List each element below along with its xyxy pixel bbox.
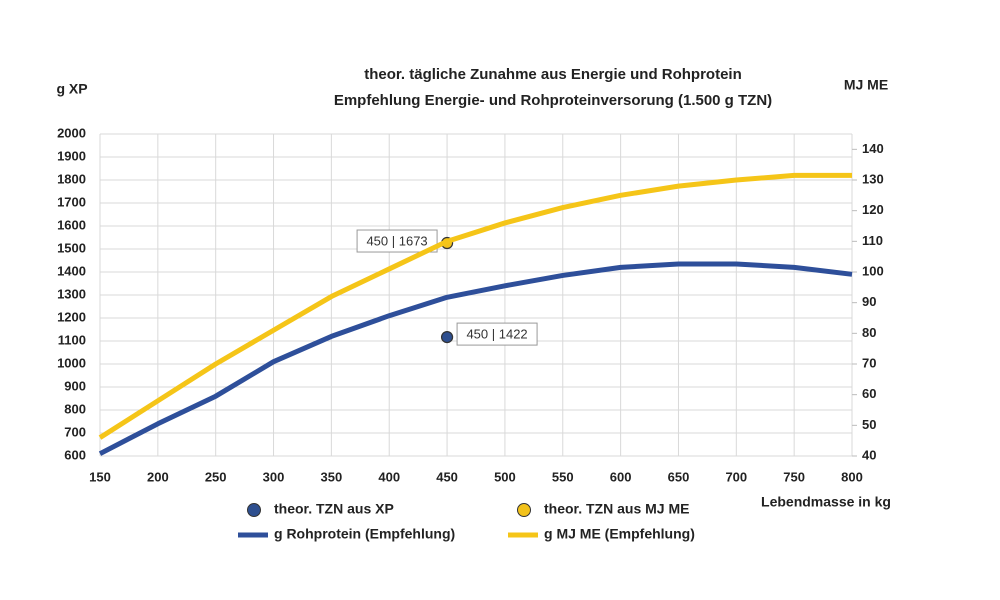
x-tick-label: 500 bbox=[494, 469, 516, 484]
y-tick-label: 1300 bbox=[57, 286, 86, 301]
y2-axis-label: MJ ME bbox=[844, 77, 888, 93]
legend-label: theor. TZN aus XP bbox=[274, 501, 394, 517]
y-tick-label: 1500 bbox=[57, 240, 86, 255]
y-tick-label: 900 bbox=[64, 378, 86, 393]
line bbox=[98, 172, 852, 440]
legend-marker bbox=[517, 503, 531, 517]
y-tick-label: 700 bbox=[64, 424, 86, 439]
x-tick-label: 200 bbox=[147, 469, 169, 484]
y2-tick-label: 90 bbox=[862, 294, 876, 309]
x-axis-label: Lebendmasse in kg bbox=[761, 494, 891, 510]
chart-subtitle: Empfehlung Energie- und Rohproteinversor… bbox=[334, 92, 772, 109]
y-tick-label: 1900 bbox=[57, 148, 86, 163]
y2-tick-label: 70 bbox=[862, 355, 876, 370]
line bbox=[98, 261, 853, 456]
x-tick-label: 300 bbox=[263, 469, 285, 484]
y-tick-label: 1800 bbox=[57, 171, 86, 186]
y2-tick-label: 60 bbox=[862, 386, 876, 401]
point bbox=[440, 330, 454, 344]
legend-label: g Rohprotein (Empfehlung) bbox=[274, 526, 455, 542]
x-tick-label: 350 bbox=[321, 469, 343, 484]
x-tick-label: 400 bbox=[378, 469, 400, 484]
x-tick-label: 750 bbox=[783, 469, 805, 484]
y-tick-label: 1700 bbox=[57, 194, 86, 209]
y2-tick-label: 80 bbox=[862, 325, 876, 340]
y-tick-label: 1000 bbox=[57, 355, 86, 370]
legend-marker bbox=[247, 503, 261, 517]
y2-tick-label: 50 bbox=[862, 417, 876, 432]
x-tick-label: 700 bbox=[725, 469, 747, 484]
y-tick-label: 1400 bbox=[57, 263, 86, 278]
y2-tick-label: 140 bbox=[862, 141, 884, 156]
x-tick-label: 650 bbox=[668, 469, 690, 484]
y2-tick-label: 40 bbox=[862, 447, 876, 462]
chart-title: theor. tägliche Zunahme aus Energie und … bbox=[364, 66, 742, 83]
annotation-box bbox=[356, 229, 438, 253]
x-tick-label: 600 bbox=[610, 469, 632, 484]
legend-label: theor. TZN aus MJ ME bbox=[544, 501, 689, 517]
y-tick-label: 600 bbox=[64, 447, 86, 462]
x-tick-label: 150 bbox=[89, 469, 111, 484]
y-axis-label: g XP bbox=[56, 81, 87, 97]
x-tick-label: 550 bbox=[552, 469, 574, 484]
x-tick-label: 250 bbox=[205, 469, 227, 484]
annotation: 450 | 1422 bbox=[466, 327, 527, 342]
x-tick-label: 800 bbox=[841, 469, 863, 484]
annotation-box bbox=[456, 322, 538, 346]
y-tick-label: 1200 bbox=[57, 309, 86, 324]
y-tick-label: 1100 bbox=[58, 332, 86, 347]
y-tick-label: 1600 bbox=[57, 217, 86, 232]
annotation: 450 | 1673 bbox=[366, 233, 427, 248]
legend-label: g MJ ME (Empfehlung) bbox=[544, 526, 695, 542]
y2-tick-label: 130 bbox=[862, 171, 884, 186]
x-tick-label: 450 bbox=[436, 469, 458, 484]
y2-tick-label: 110 bbox=[862, 233, 883, 248]
y2-tick-label: 120 bbox=[862, 202, 884, 217]
y2-tick-label: 100 bbox=[862, 263, 884, 278]
y-tick-label: 800 bbox=[64, 401, 86, 416]
y-tick-label: 2000 bbox=[57, 125, 86, 140]
